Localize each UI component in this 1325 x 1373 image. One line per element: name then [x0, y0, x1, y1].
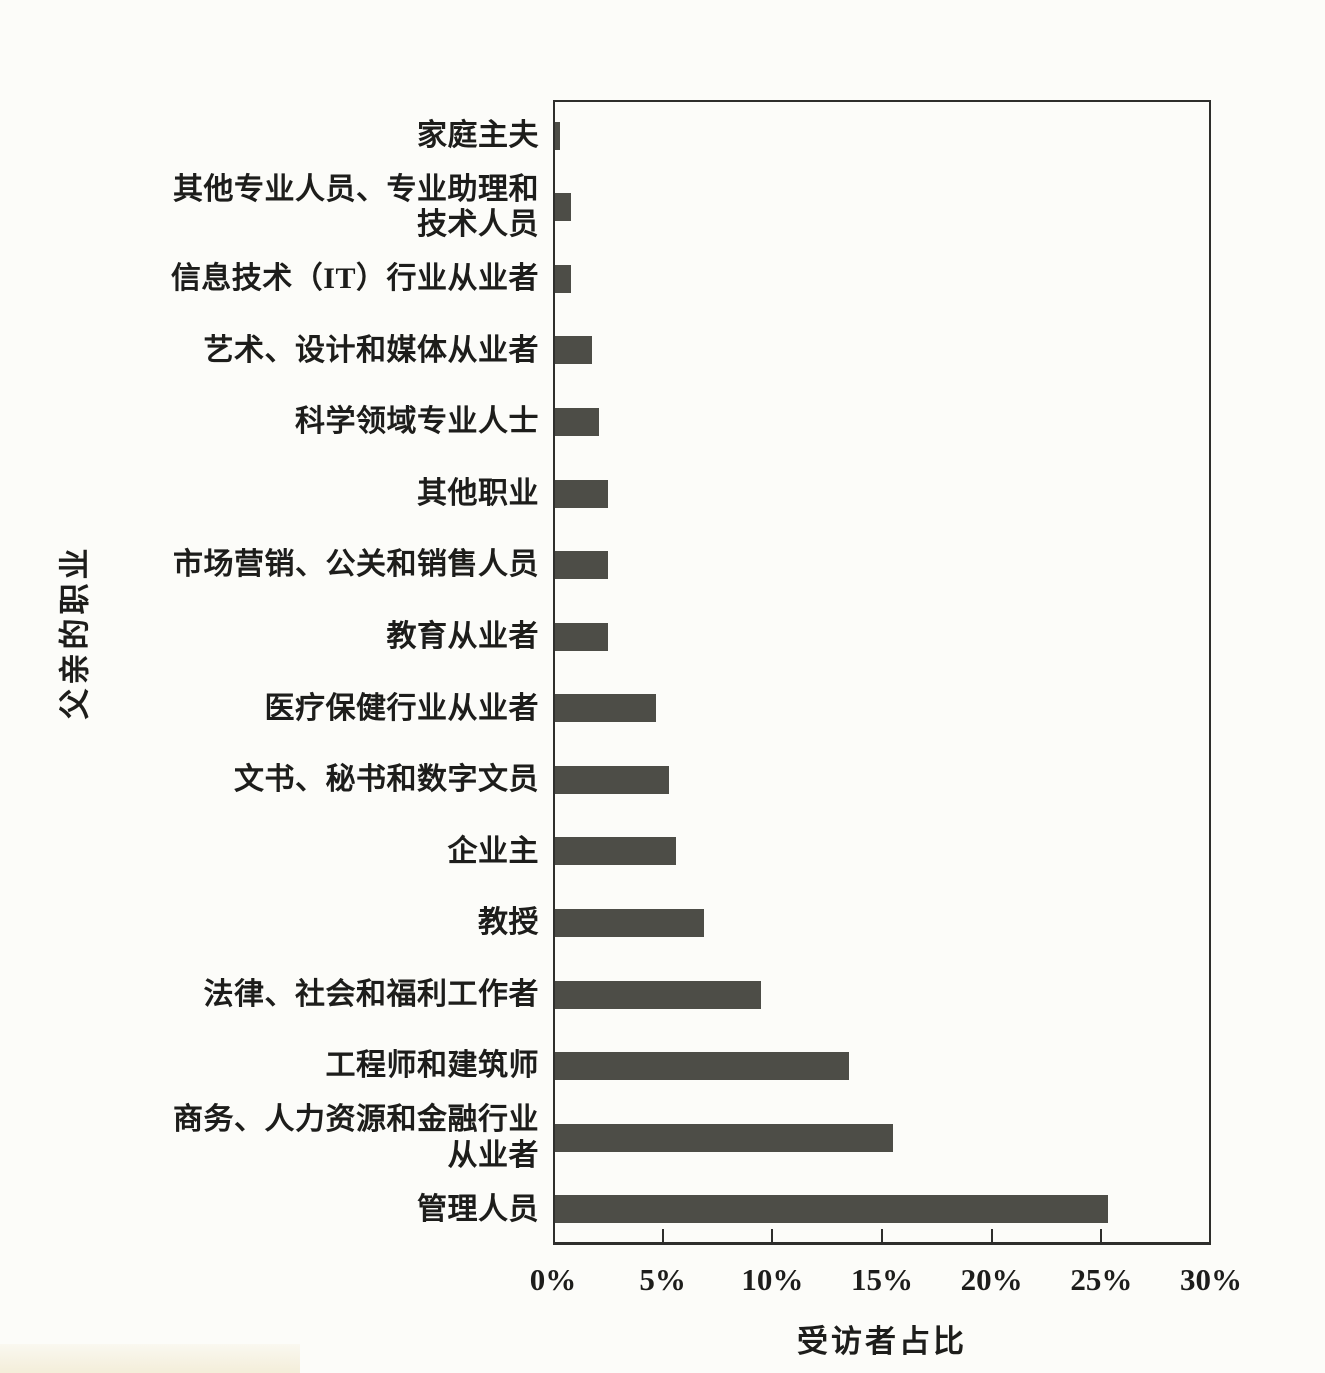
- bar: [553, 121, 560, 150]
- x-tick-label: 10%: [741, 1262, 804, 1297]
- chart-row: 信息技术（IT）行业从业者: [0, 243, 1211, 315]
- chart-row: 科学领域专业人士: [0, 386, 1211, 458]
- chart-row: 工程师和建筑师: [0, 1030, 1211, 1102]
- chart-row: 市场营销、公关和销售人员: [0, 529, 1211, 601]
- chart-row: 家庭主夫: [0, 100, 1211, 172]
- chart-row: 教育从业者: [0, 601, 1211, 673]
- bar: [553, 1052, 850, 1081]
- category-label: 其他专业人员、专业助理和 技术人员: [173, 172, 539, 242]
- bar: [553, 765, 670, 794]
- chart-row: 其他专业人员、专业助理和 技术人员: [0, 172, 1211, 244]
- bar: [553, 837, 676, 866]
- category-label: 管理人员: [417, 1192, 539, 1226]
- bar: [553, 622, 608, 651]
- category-label: 市场营销、公关和销售人员: [173, 548, 539, 582]
- bar: [553, 551, 608, 580]
- x-tick-label: 25%: [1070, 1262, 1133, 1297]
- chart-row: 教授: [0, 887, 1211, 959]
- category-label: 商务、人力资源和金融行业 从业者: [173, 1103, 539, 1172]
- category-label: 企业主: [447, 834, 539, 868]
- chart-row: 医疗保健行业从业者: [0, 673, 1211, 745]
- x-tick-mark: [1100, 1229, 1103, 1242]
- chart-row: 文书、秘书和数字文员: [0, 744, 1211, 816]
- x-tick-label: 15%: [851, 1262, 913, 1297]
- category-label: 信息技术（IT）行业从业者: [170, 262, 539, 296]
- category-label: 教育从业者: [386, 620, 539, 654]
- x-tick-label: 20%: [960, 1262, 1023, 1297]
- category-label: 法律、社会和福利工作者: [203, 977, 539, 1011]
- chart-row: 其他职业: [0, 458, 1211, 530]
- bar: [553, 264, 571, 293]
- bar: [553, 479, 608, 508]
- category-label: 医疗保健行业从业者: [264, 691, 539, 725]
- bar: [553, 1195, 1108, 1224]
- category-label: 科学领域专业人士: [295, 405, 539, 439]
- x-tick-mark: [771, 1229, 774, 1242]
- category-label: 文书、秘书和数字文员: [234, 763, 539, 797]
- category-label: 家庭主夫: [417, 119, 539, 153]
- category-label: 其他职业: [417, 476, 539, 510]
- bar: [553, 408, 600, 437]
- bar: [553, 980, 762, 1009]
- bar: [553, 193, 571, 222]
- bar-rows: 家庭主夫其他专业人员、专业助理和 技术人员信息技术（IT）行业从业者艺术、设计和…: [0, 100, 1211, 1245]
- x-tick-mark: [990, 1229, 993, 1242]
- x-tick-label: 30%: [1180, 1262, 1242, 1297]
- scan-artifact: [0, 1344, 300, 1373]
- chart-row: 商务、人力资源和金融行业 从业者: [0, 1102, 1211, 1174]
- chart-row: 管理人员: [0, 1173, 1211, 1245]
- plot-frame: [553, 100, 1211, 1245]
- x-axis-title: 受访者占比: [797, 1324, 967, 1359]
- chart-row: 法律、社会和福利工作者: [0, 959, 1211, 1031]
- x-tick-label: 5%: [639, 1262, 686, 1297]
- bar: [553, 694, 657, 723]
- bar: [553, 908, 705, 937]
- bar: [553, 336, 593, 365]
- x-tick-label: 0%: [529, 1262, 577, 1297]
- chart-row: 艺术、设计和媒体从业者: [0, 315, 1211, 387]
- category-label: 教授: [478, 906, 539, 940]
- category-label: 工程师和建筑师: [325, 1049, 539, 1083]
- x-tick-mark: [661, 1229, 664, 1242]
- x-tick-mark: [881, 1229, 883, 1242]
- chart-row: 企业主: [0, 816, 1211, 888]
- bar: [553, 1123, 893, 1152]
- category-label: 艺术、设计和媒体从业者: [203, 333, 539, 367]
